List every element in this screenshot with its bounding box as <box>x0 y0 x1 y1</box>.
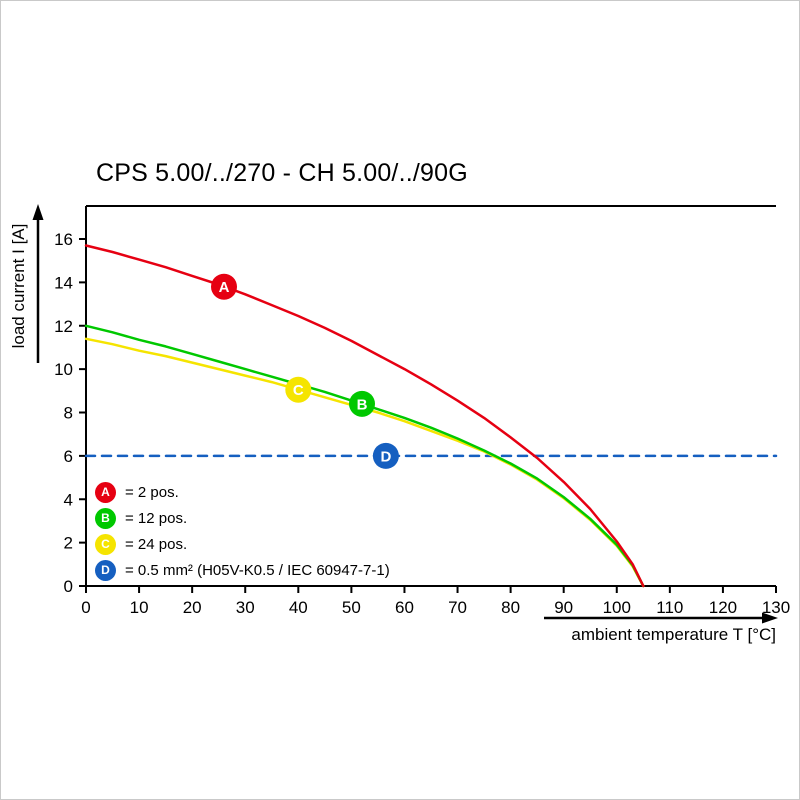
marker-D <box>372 442 399 469</box>
marker-letter-C: C <box>293 382 304 399</box>
marker-letter-D: D <box>380 448 391 465</box>
y-tick-label: 14 <box>54 273 73 292</box>
legend-dot-b: B <box>95 507 116 529</box>
x-tick-label: 50 <box>342 598 361 617</box>
x-tick-label: 80 <box>501 598 520 617</box>
marker-letter-B: B <box>357 396 368 413</box>
legend-label-c: = 24 pos. <box>125 535 188 553</box>
legend-item-c: C = 24 pos. <box>95 531 390 557</box>
x-axis-arrow-head <box>762 612 778 624</box>
x-tick-label: 130 <box>762 598 790 617</box>
marker-letter-A: A <box>219 279 230 296</box>
marker-C <box>285 376 312 403</box>
legend-label-d: = 0.5 mm² (H05V-K0.5 / IEC 60947-7-1) <box>125 561 390 579</box>
legend-item-d: D = 0.5 mm² (H05V-K0.5 / IEC 60947-7-1) <box>95 557 390 583</box>
marker-A <box>211 273 237 300</box>
y-tick-label: 10 <box>54 360 73 379</box>
curve-A <box>84 244 645 588</box>
x-tick-label: 110 <box>656 598 683 617</box>
y-tick-label: 4 <box>64 490 73 509</box>
y-tick-label: 0 <box>64 577 73 596</box>
x-tick-label: 60 <box>395 598 414 617</box>
legend-label-a: = 2 pos. <box>125 483 179 501</box>
chart-legend: A = 2 pos. B = 12 pos. C = 24 pos. D = 0.5 mm² … <box>95 479 390 583</box>
x-tick-label: 120 <box>709 598 737 617</box>
legend-label-b: = 12 pos. <box>125 509 188 527</box>
x-tick-label: 70 <box>448 598 467 617</box>
x-tick-label: 10 <box>130 598 149 617</box>
chart-title: CPS 5.00/../270 - CH 5.00/../90G <box>96 159 468 187</box>
y-tick-label: 8 <box>64 404 73 423</box>
x-tick-label: 20 <box>183 598 202 617</box>
y-tick-label: 16 <box>54 230 73 249</box>
legend-item-b: B = 12 pos. <box>95 505 390 531</box>
legend-dot-c: C <box>95 533 116 555</box>
marker-B <box>349 390 375 417</box>
legend-item-a: A = 2 pos. <box>95 479 390 505</box>
x-tick-label: 30 <box>236 598 255 617</box>
x-tick-label: 100 <box>603 598 631 617</box>
x-axis-label: ambient temperature T [°C] <box>571 625 776 644</box>
legend-dot-a: A <box>95 481 116 503</box>
y-axis-arrow-head <box>32 204 44 220</box>
y-tick-label: 6 <box>64 447 73 466</box>
legend-dot-d: D <box>95 559 116 581</box>
curve-B <box>84 324 645 588</box>
y-tick-label: 2 <box>64 534 73 553</box>
y-axis-label: load current I [A] <box>9 223 28 349</box>
x-tick-label: 40 <box>289 598 308 617</box>
y-tick-label: 12 <box>54 317 73 336</box>
x-tick-label: 90 <box>554 598 573 617</box>
x-tick-label: 0 <box>81 598 90 617</box>
